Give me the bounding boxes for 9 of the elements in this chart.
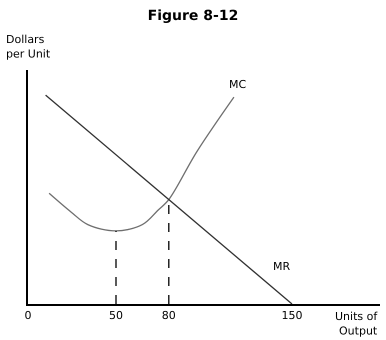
x-tick-label: 80 bbox=[162, 309, 176, 322]
chart-title: Figure 8-12 bbox=[148, 8, 238, 24]
x-tick-label: 150 bbox=[282, 309, 302, 322]
x-axis-title: Units of Output bbox=[335, 310, 378, 338]
series-label: MC bbox=[229, 78, 246, 91]
y-axis-title: Dollars per Unit bbox=[6, 33, 51, 60]
x-tick-label: 0 bbox=[24, 309, 32, 322]
series-label: MR bbox=[273, 260, 290, 273]
x-tick-label: 50 bbox=[109, 309, 123, 322]
